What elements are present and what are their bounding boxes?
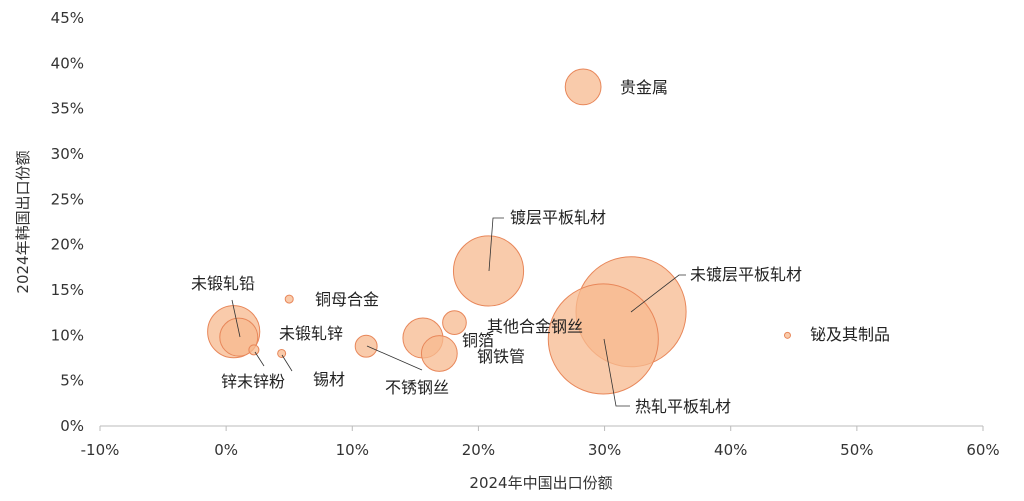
bubble-label: 未锻轧锌 xyxy=(279,324,343,343)
bubble-label: 未锻轧铅 xyxy=(191,274,255,293)
bubble-label: 钢铁管 xyxy=(477,347,525,366)
bubble xyxy=(547,283,659,395)
bubble-label: 铜箔 xyxy=(462,331,494,350)
x-tick-label: 50% xyxy=(840,441,873,459)
x-tick-label: 20% xyxy=(462,441,495,459)
x-axis-title: 2024年中国出口份额 xyxy=(469,474,612,492)
bubble-label: 铜母合金 xyxy=(315,290,379,309)
bubble-label: 不锈钢丝 xyxy=(385,378,449,397)
bubble-label: 贵金属 xyxy=(620,78,668,97)
bubble xyxy=(783,331,791,339)
bubble xyxy=(564,68,602,106)
leader-line xyxy=(231,299,241,338)
bubble-label: 锡材 xyxy=(313,370,345,389)
bubble xyxy=(284,294,294,304)
bubble xyxy=(354,334,378,358)
leader-line xyxy=(603,338,630,407)
x-tick-label: -10% xyxy=(81,441,120,459)
y-tick-label: 0% xyxy=(60,417,84,435)
y-axis-title: 2024年韩国出口份额 xyxy=(14,150,32,293)
y-tick-label: 15% xyxy=(51,281,84,299)
bubble-label: 锌末锌粉 xyxy=(221,372,285,391)
bubble xyxy=(452,235,525,307)
bubble-label: 其他合金钢丝 xyxy=(487,317,583,336)
leader-line xyxy=(254,351,265,367)
y-tick-label: 40% xyxy=(51,54,84,72)
leader-line xyxy=(488,217,504,272)
bubble-label: 热轧平板轧材 xyxy=(635,397,731,416)
bubble xyxy=(442,310,467,335)
leader-line xyxy=(630,274,686,313)
leader-line xyxy=(366,345,423,371)
x-tick-label: 30% xyxy=(588,441,621,459)
x-tick-label: 10% xyxy=(336,441,369,459)
bubble-label: 镀层平板轧材 xyxy=(510,208,606,227)
y-tick-label: 30% xyxy=(51,145,84,163)
x-tick-label: 40% xyxy=(714,441,747,459)
bubble xyxy=(219,317,259,357)
y-tick-label: 20% xyxy=(51,236,84,254)
x-tick-label: 60% xyxy=(966,441,999,459)
leader-line xyxy=(281,354,293,372)
bubble xyxy=(277,348,287,358)
bubble-label: 铋及其制品 xyxy=(810,325,890,344)
bubble-label: 未镀层平板轧材 xyxy=(690,265,802,284)
y-tick-label: 35% xyxy=(51,100,84,118)
bubble xyxy=(248,344,260,356)
bubble xyxy=(420,335,458,372)
y-tick-label: 25% xyxy=(51,190,84,208)
x-tick-label: 0% xyxy=(214,441,238,459)
y-tick-label: 45% xyxy=(51,9,84,27)
y-tick-label: 5% xyxy=(60,372,84,390)
y-tick-label: 10% xyxy=(51,326,84,344)
